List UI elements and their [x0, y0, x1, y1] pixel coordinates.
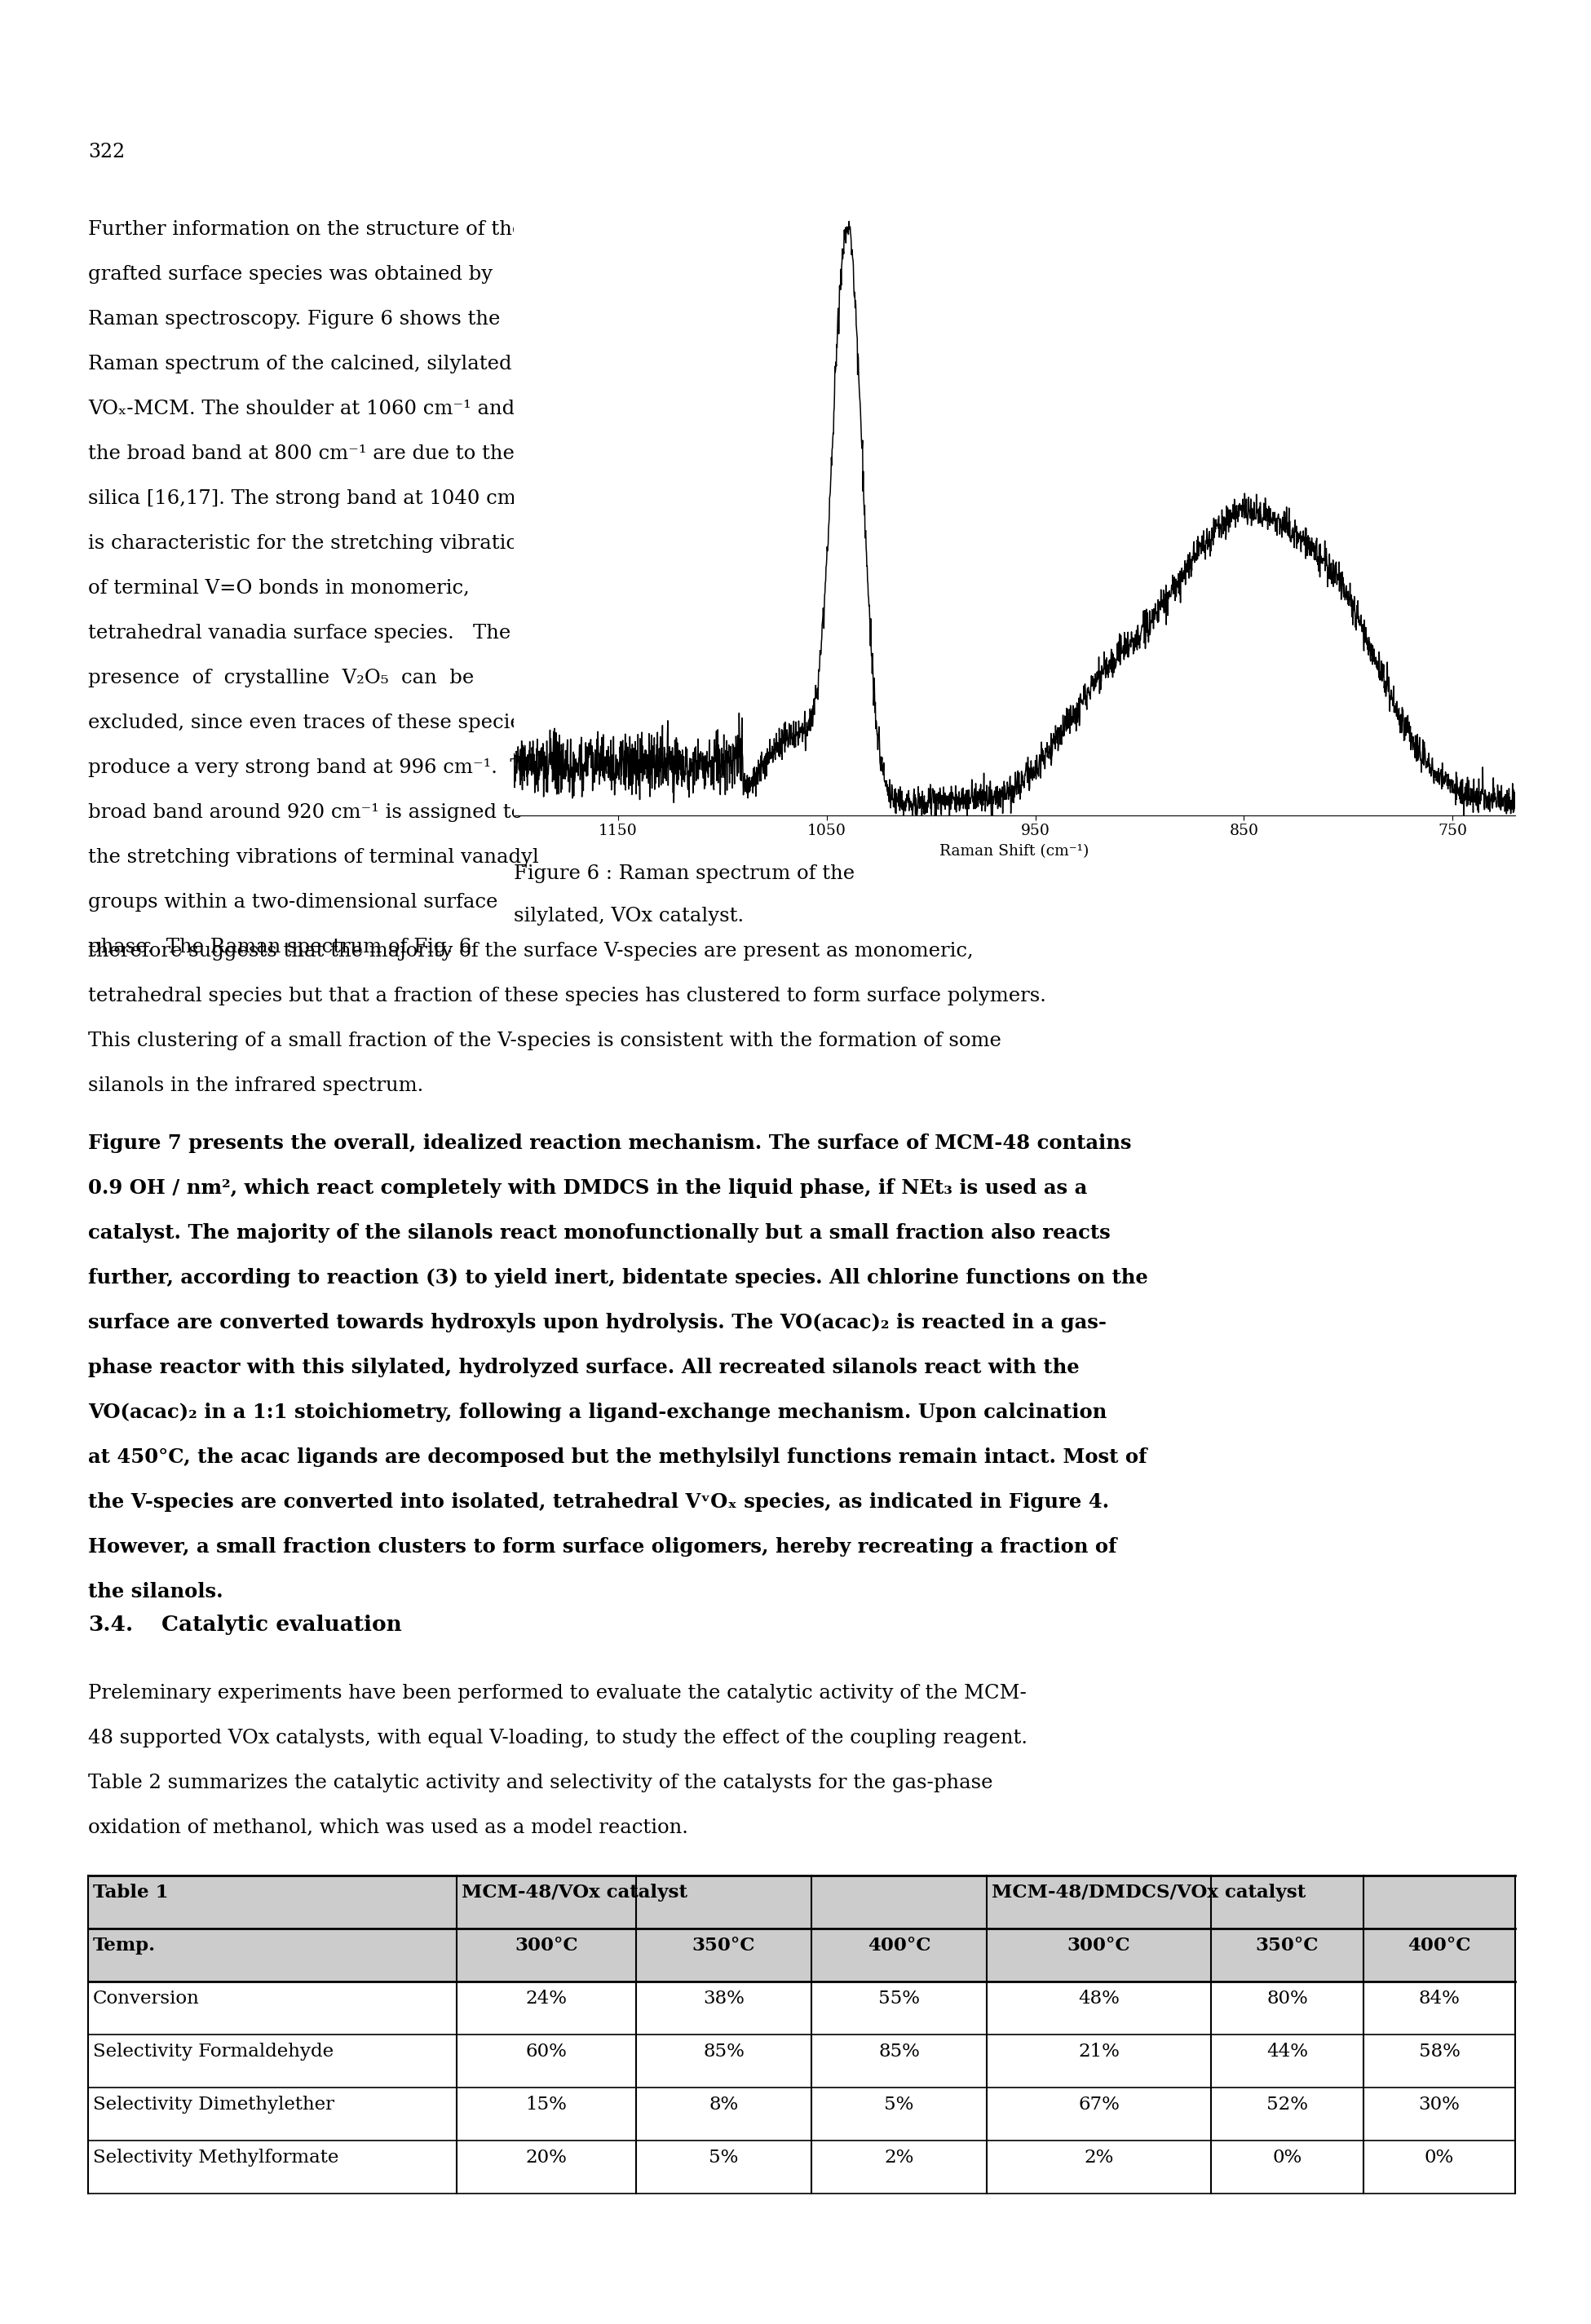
Text: 58%: 58% — [1419, 2043, 1461, 2061]
Text: therefore suggests that the majority of the surface V-species are present as mon: therefore suggests that the majority of … — [88, 941, 974, 960]
Text: 44%: 44% — [1266, 2043, 1308, 2061]
Text: the V-species are converted into isolated, tetrahedral VᵛOₓ species, as indicate: the V-species are converted into isolate… — [88, 1492, 1109, 1513]
Text: Raman spectroscopy. Figure 6 shows the: Raman spectroscopy. Figure 6 shows the — [88, 309, 500, 328]
Text: is characteristic for the stretching vibration: is characteristic for the stretching vib… — [88, 535, 530, 553]
Text: 5%: 5% — [885, 2096, 913, 2113]
Text: phase reactor with this silylated, hydrolyzed surface. All recreated silanols re: phase reactor with this silylated, hydro… — [88, 1357, 1079, 1378]
Text: Figure 6 : Raman spectrum of the: Figure 6 : Raman spectrum of the — [514, 865, 854, 883]
Text: catalyst. The majority of the silanols react monofunctionally but a small fracti: catalyst. The majority of the silanols r… — [88, 1222, 1111, 1243]
Text: grafted surface species was obtained by: grafted surface species was obtained by — [88, 265, 493, 284]
Text: 38%: 38% — [703, 1989, 745, 2008]
Text: excluded, since even traces of these species: excluded, since even traces of these spe… — [88, 713, 531, 732]
Text: silanols in the infrared spectrum.: silanols in the infrared spectrum. — [88, 1076, 423, 1095]
Text: the broad band at 800 cm⁻¹ are due to the: the broad band at 800 cm⁻¹ are due to th… — [88, 444, 514, 462]
Text: MCM-48/VOx catalyst: MCM-48/VOx catalyst — [461, 1885, 687, 1901]
Text: 350°C: 350°C — [1255, 1936, 1319, 1954]
Text: 400°C: 400°C — [1408, 1936, 1472, 1954]
Text: Temp.: Temp. — [92, 1936, 156, 1954]
Text: 85%: 85% — [703, 2043, 745, 2061]
Text: VOₓ-MCM. The shoulder at 1060 cm⁻¹ and: VOₓ-MCM. The shoulder at 1060 cm⁻¹ and — [88, 400, 514, 418]
Text: 8%: 8% — [710, 2096, 738, 2113]
Text: 48%: 48% — [1079, 1989, 1120, 2008]
Text: 300°C: 300°C — [515, 1936, 578, 1954]
Text: 48 supported VOx catalysts, with equal V-loading, to study the effect of the cou: 48 supported VOx catalysts, with equal V… — [88, 1729, 1028, 1748]
Text: of terminal V=O bonds in monomeric,: of terminal V=O bonds in monomeric, — [88, 579, 469, 597]
Text: 67%: 67% — [1079, 2096, 1120, 2113]
Text: further, according to reaction (3) to yield inert, bidentate species. All chlori: further, according to reaction (3) to yi… — [88, 1269, 1149, 1287]
Text: tetrahedral species but that a fraction of these species has clustered to form s: tetrahedral species but that a fraction … — [88, 988, 1047, 1006]
Text: 15%: 15% — [525, 2096, 566, 2113]
Text: 60%: 60% — [525, 2043, 566, 2061]
Text: phase.  The Raman spectrum of Fig. 6: phase. The Raman spectrum of Fig. 6 — [88, 939, 471, 957]
Text: 21%: 21% — [1079, 2043, 1120, 2061]
Text: Selectivity Methylformate: Selectivity Methylformate — [92, 2150, 339, 2166]
Text: Conversion: Conversion — [92, 1989, 199, 2008]
Text: 52%: 52% — [1266, 2096, 1308, 2113]
Text: 80%: 80% — [1266, 1989, 1308, 2008]
Text: Further information on the structure of the: Further information on the structure of … — [88, 221, 523, 239]
Text: 24%: 24% — [525, 1989, 566, 2008]
Text: groups within a two-dimensional surface: groups within a two-dimensional surface — [88, 892, 498, 911]
Text: VO(acac)₂ in a 1:1 stoichiometry, following a ligand-exchange mechanism. Upon ca: VO(acac)₂ in a 1:1 stoichiometry, follow… — [88, 1404, 1107, 1422]
Text: 0.9 OH / nm², which react completely with DMDCS in the liquid phase, if NEt₃ is : 0.9 OH / nm², which react completely wit… — [88, 1178, 1087, 1197]
Text: Preleminary experiments have been performed to evaluate the catalytic activity o: Preleminary experiments have been perfor… — [88, 1685, 1026, 1703]
Text: silylated, VOx catalyst.: silylated, VOx catalyst. — [514, 906, 745, 925]
Text: the silanols.: the silanols. — [88, 1583, 223, 1601]
Text: 3.4.: 3.4. — [88, 1615, 134, 1636]
Text: 85%: 85% — [878, 2043, 920, 2061]
Text: Figure 7 presents the overall, idealized reaction mechanism. The surface of MCM-: Figure 7 presents the overall, idealized… — [88, 1134, 1131, 1153]
Text: 2%: 2% — [1083, 2150, 1114, 2166]
Text: 84%: 84% — [1419, 1989, 1461, 2008]
Text: Raman spectrum of the calcined, silylated: Raman spectrum of the calcined, silylate… — [88, 356, 512, 374]
Text: However, a small fraction clusters to form surface oligomers, hereby recreating : However, a small fraction clusters to fo… — [88, 1536, 1117, 1557]
Text: 350°C: 350°C — [692, 1936, 756, 1954]
Text: 300°C: 300°C — [1068, 1936, 1131, 1954]
Text: 5%: 5% — [710, 2150, 738, 2166]
Text: oxidation of methanol, which was used as a model reaction.: oxidation of methanol, which was used as… — [88, 1817, 689, 1838]
Text: This clustering of a small fraction of the V-species is consistent with the form: This clustering of a small fraction of t… — [88, 1032, 1001, 1050]
Text: Table 1: Table 1 — [92, 1885, 169, 1901]
Text: silica [16,17]. The strong band at 1040 cm⁻¹: silica [16,17]. The strong band at 1040 … — [88, 490, 535, 509]
Text: at 450°C, the acac ligands are decomposed but the methylsilyl functions remain i: at 450°C, the acac ligands are decompose… — [88, 1448, 1147, 1466]
Text: tetrahedral vanadia surface species.   The: tetrahedral vanadia surface species. The — [88, 623, 511, 641]
Text: MCM-48/DMDCS/VOx catalyst: MCM-48/DMDCS/VOx catalyst — [991, 1885, 1306, 1901]
Bar — [88, 1929, 1515, 1982]
Text: Selectivity Formaldehyde: Selectivity Formaldehyde — [92, 2043, 334, 2061]
Text: the stretching vibrations of terminal vanadyl: the stretching vibrations of terminal va… — [88, 848, 539, 867]
Text: 400°C: 400°C — [867, 1936, 931, 1954]
Text: 20%: 20% — [525, 2150, 566, 2166]
Text: Table 2 summarizes the catalytic activity and selectivity of the catalysts for t: Table 2 summarizes the catalytic activit… — [88, 1773, 993, 1792]
Text: 55%: 55% — [878, 1989, 920, 2008]
Text: Selectivity Dimethylether: Selectivity Dimethylether — [92, 2096, 334, 2113]
Text: produce a very strong band at 996 cm⁻¹.  The: produce a very strong band at 996 cm⁻¹. … — [88, 758, 547, 776]
Text: 0%: 0% — [1424, 2150, 1454, 2166]
Text: Catalytic evaluation: Catalytic evaluation — [161, 1615, 403, 1636]
Text: 2%: 2% — [885, 2150, 913, 2166]
Text: broad band around 920 cm⁻¹ is assigned to: broad band around 920 cm⁻¹ is assigned t… — [88, 804, 523, 823]
X-axis label: Raman Shift (cm⁻¹): Raman Shift (cm⁻¹) — [940, 844, 1090, 860]
Text: presence  of  crystalline  V₂O₅  can  be: presence of crystalline V₂O₅ can be — [88, 669, 474, 688]
Text: 322: 322 — [88, 142, 126, 160]
Bar — [88, 1875, 1515, 1929]
Text: 0%: 0% — [1273, 2150, 1301, 2166]
Text: surface are converted towards hydroxyls upon hydrolysis. The VO(acac)₂ is reacte: surface are converted towards hydroxyls … — [88, 1313, 1107, 1332]
Text: 30%: 30% — [1419, 2096, 1461, 2113]
